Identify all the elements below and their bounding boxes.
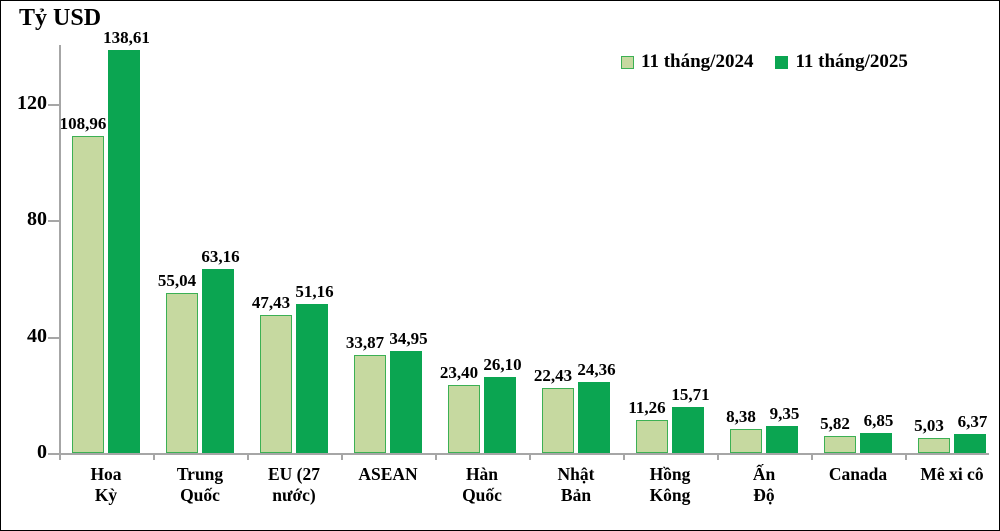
bar-2024 [354,355,386,453]
value-label-2025: 9,35 [769,404,800,423]
bar-2024 [542,388,574,453]
y-tick-label: 40 [27,325,47,347]
value-label-2025: 15,71 [671,385,710,404]
value-label-2024: 5,82 [820,414,850,433]
bar-2024 [918,438,950,453]
y-tick-mark [48,453,59,455]
bar-2024 [260,315,292,453]
y-tick-mark [48,220,59,222]
bar-2025 [953,434,986,453]
value-label-2025: 26,10 [483,355,522,374]
bar-2024 [636,420,668,453]
legend-item-2025: 11 tháng/2025 [775,51,908,73]
category-label: ASEAN [358,464,418,484]
value-label-2025: 24,36 [577,360,616,379]
category-label: Hồng Kông [649,464,691,505]
value-label-2024: 55,04 [157,271,197,290]
bar-2024 [448,385,480,453]
x-tick-mark [905,453,907,460]
value-label-2024: 33,87 [345,333,385,352]
bar-2025 [671,407,704,453]
x-tick-mark [247,453,249,460]
category-label: EU (27 nước) [267,464,320,505]
category-label: Hàn Quốc [462,464,502,505]
bar-2025 [577,382,610,453]
y-axis-line [59,45,61,453]
value-label-2025: 6,85 [863,411,894,430]
bar-2025 [859,433,892,453]
y-tick-label: 120 [17,92,47,114]
legend-label-2025: 11 tháng/2025 [795,51,908,72]
value-label-2024: 22,43 [533,366,573,385]
y-tick-label: 80 [27,208,47,230]
value-label-2024: 11,26 [628,398,666,417]
value-label-2025: 63,16 [201,247,240,266]
category-label: Hoa Kỳ [90,464,122,505]
value-label-2024: 47,43 [251,293,291,312]
category-label: Ấn Độ [752,464,776,505]
category-label: Trung Quốc [176,464,224,505]
bar-2024 [824,436,856,453]
legend-item-2024: 11 tháng/2024 [621,51,753,73]
y-tick-label: 0 [37,441,47,463]
bar-2025 [483,377,516,453]
legend: 11 tháng/2024 11 tháng/2025 [621,51,908,73]
value-label-2025: 138,61 [103,28,150,47]
x-tick-mark [623,453,625,460]
value-label-2025: 34,95 [389,329,428,348]
chart-title: Tỷ USD [19,5,102,31]
value-label-2024: 8,38 [726,407,756,426]
bar-2025 [107,50,140,453]
legend-swatch-2025-icon [775,55,789,69]
bar-2025 [765,426,798,453]
y-tick-mark [48,104,59,106]
bar-2024 [166,293,198,453]
bar-2025 [389,351,422,453]
legend-label-2024: 11 tháng/2024 [641,51,754,72]
value-label-2024: 5,03 [914,416,944,435]
x-tick-mark [717,453,719,460]
bar-2024 [72,136,104,453]
x-tick-mark [529,453,531,460]
x-tick-mark [811,453,813,460]
bar-2025 [201,269,234,453]
value-label-2025: 51,16 [295,282,334,301]
category-label: Nhật Bản [557,464,595,505]
x-tick-mark [435,453,437,460]
x-axis-line [59,453,989,455]
x-tick-mark [341,453,343,460]
x-tick-mark [59,453,61,460]
bar-2024 [730,429,762,453]
value-label-2024: 23,40 [439,363,479,382]
legend-swatch-2024-icon [621,55,634,69]
bar-2025 [295,304,328,453]
category-label: Mê xi cô [920,464,984,484]
y-tick-mark [48,337,59,339]
category-label: Canada [828,464,888,484]
value-label-2024: 108,96 [59,114,107,133]
x-tick-mark [153,453,155,460]
value-label-2025: 6,37 [957,412,988,431]
